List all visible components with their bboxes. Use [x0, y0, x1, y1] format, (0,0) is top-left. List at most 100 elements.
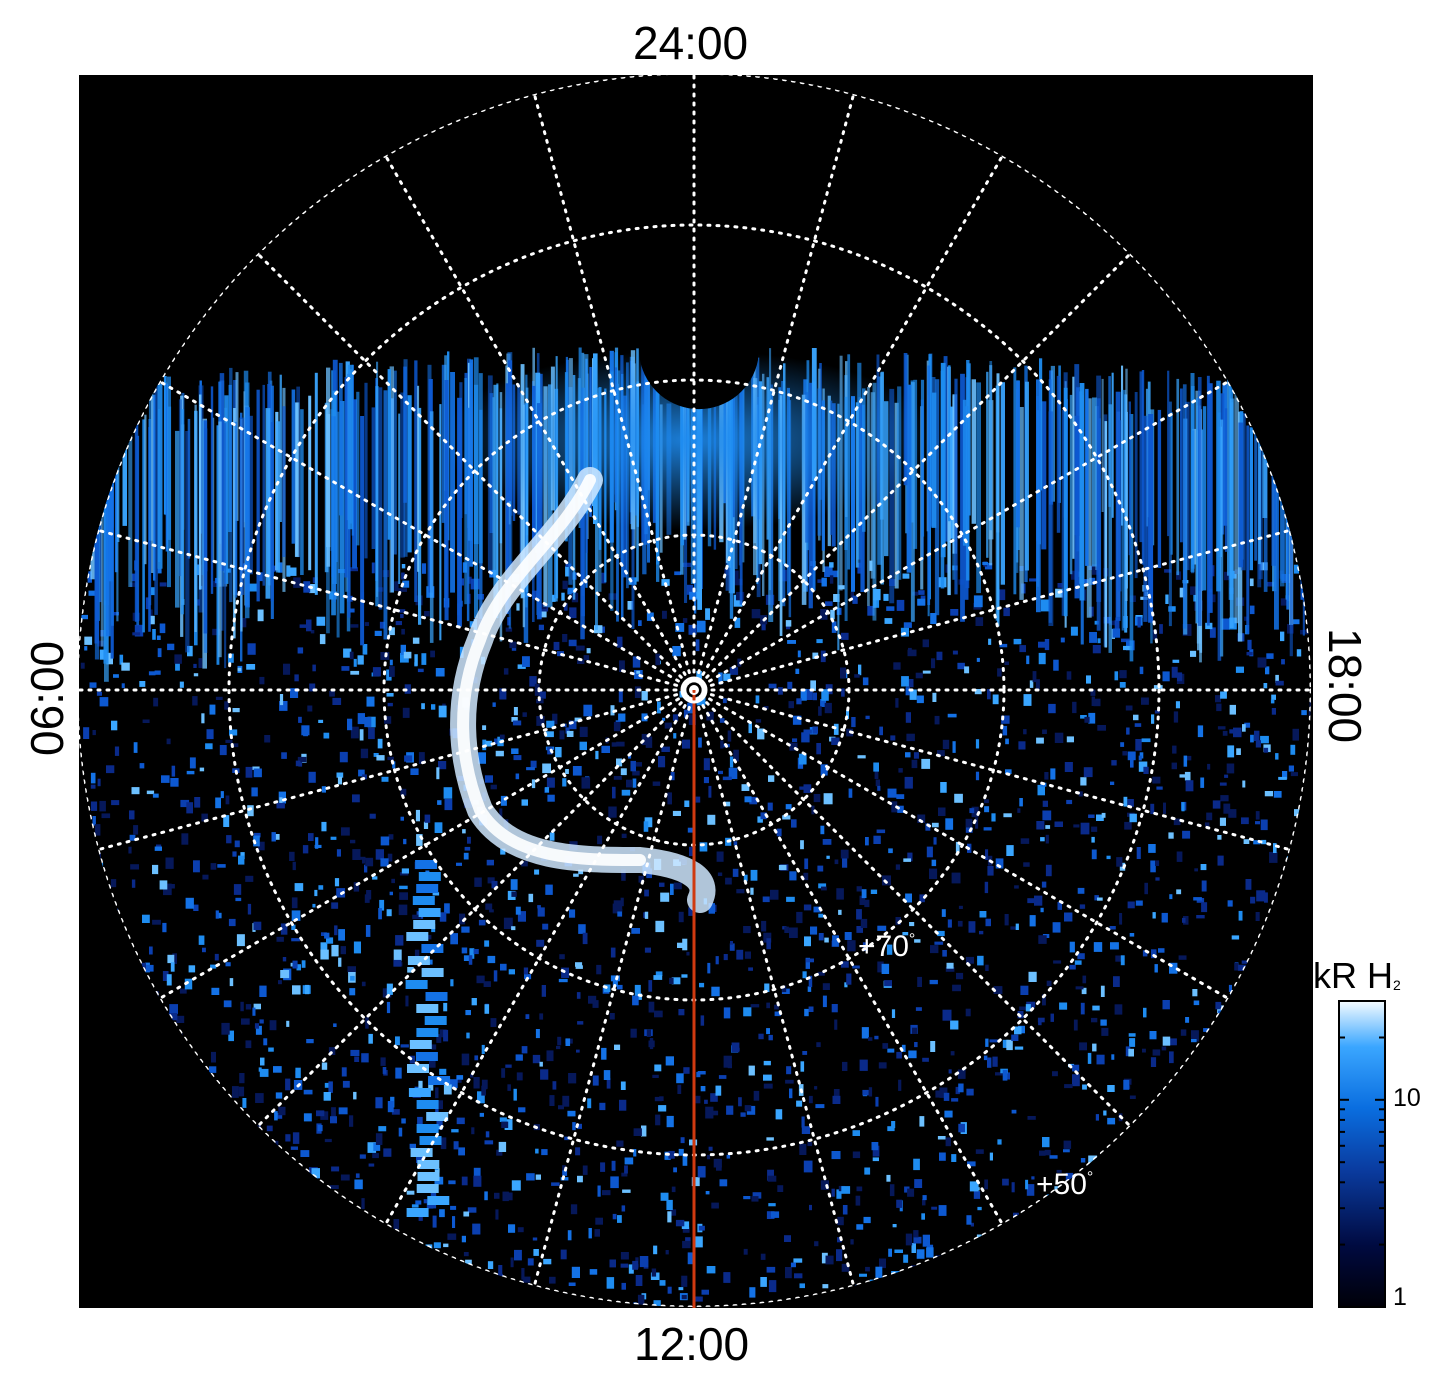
noise-speck — [226, 835, 232, 844]
noise-speck — [1111, 760, 1117, 766]
noise-speck — [1040, 837, 1045, 842]
noise-speck — [328, 1081, 333, 1093]
noise-speck — [787, 640, 796, 644]
noise-speck — [931, 658, 936, 669]
noise-speck — [487, 877, 495, 884]
noise-speck — [612, 979, 618, 987]
noise-speck — [1241, 960, 1250, 964]
emission-streak — [940, 370, 945, 589]
noise-speck — [760, 812, 767, 820]
noise-speck — [484, 1081, 488, 1090]
noise-speck — [711, 1110, 719, 1116]
noise-speck — [1070, 626, 1078, 636]
noise-speck — [506, 1192, 513, 1201]
noise-speck — [689, 591, 699, 600]
noise-speck — [350, 975, 355, 981]
noise-speck — [306, 1039, 314, 1044]
noise-speck — [711, 986, 720, 997]
emission-streak — [417, 385, 420, 572]
noise-speck — [877, 785, 881, 791]
noise-speck — [185, 897, 194, 909]
noise-speck — [1255, 811, 1260, 820]
noise-speck — [995, 1072, 1003, 1076]
noise-speck — [896, 794, 905, 799]
noise-speck — [726, 1154, 731, 1159]
noise-speck — [463, 1252, 469, 1257]
noise-speck — [387, 1101, 394, 1113]
noise-speck — [467, 836, 471, 844]
noise-speck — [1135, 739, 1142, 751]
noise-speck — [1094, 895, 1099, 901]
noise-speck — [708, 1146, 713, 1151]
noise-speck — [1179, 774, 1186, 778]
emission-streak — [1104, 421, 1108, 648]
noise-speck — [1220, 691, 1227, 699]
noise-speck — [825, 1255, 834, 1265]
noise-speck — [794, 1273, 803, 1279]
noise-speck — [1120, 742, 1125, 747]
noise-speck — [975, 617, 984, 626]
noise-speck — [1255, 740, 1261, 748]
noise-speck — [1089, 632, 1097, 643]
noise-speck — [1243, 839, 1250, 844]
noise-speck — [922, 1057, 929, 1062]
noise-speck — [975, 1149, 984, 1154]
noise-speck — [114, 746, 120, 756]
noise-speck — [641, 1125, 647, 1137]
noise-speck — [180, 799, 190, 808]
noise-speck — [409, 1143, 416, 1149]
noise-speck — [1082, 975, 1087, 984]
noise-speck — [1089, 577, 1096, 585]
emission-streak — [1190, 373, 1195, 572]
noise-speck — [1183, 755, 1188, 767]
noise-speck — [727, 730, 732, 742]
noise-speck — [306, 619, 312, 632]
noise-speck — [634, 984, 641, 997]
noise-speck — [950, 1020, 959, 1030]
noise-speck — [630, 760, 636, 772]
noise-speck — [386, 693, 394, 697]
noise-speck — [349, 651, 354, 660]
noise-speck — [755, 695, 760, 704]
noise-speck — [655, 920, 665, 933]
noise-speck — [812, 652, 819, 659]
noise-speck — [792, 715, 802, 725]
noise-speck — [1200, 777, 1205, 788]
noise-speck — [574, 717, 582, 722]
noise-speck — [670, 772, 675, 781]
noise-speck — [1221, 618, 1230, 630]
noise-speck — [131, 879, 136, 888]
noise-speck — [914, 939, 921, 943]
noise-speck — [468, 576, 472, 584]
noise-speck — [619, 660, 625, 672]
noise-speck — [278, 1106, 286, 1116]
noise-speck — [706, 1266, 716, 1274]
noise-speck — [1215, 1001, 1222, 1010]
noise-speck — [181, 833, 189, 845]
meridian-line — [692, 154, 1004, 692]
noise-speck — [985, 849, 989, 860]
noise-speck — [487, 955, 496, 964]
noise-speck — [228, 918, 236, 927]
noise-speck — [703, 777, 709, 784]
emission-streak — [406, 1208, 429, 1217]
noise-speck — [750, 887, 754, 895]
noise-speck — [1107, 1117, 1116, 1125]
noise-speck — [934, 941, 944, 945]
noise-speck — [1269, 851, 1278, 863]
noise-speck — [546, 777, 555, 788]
noise-speck — [365, 1017, 369, 1029]
noise-speck — [1206, 812, 1213, 821]
noise-speck — [841, 1263, 850, 1272]
noise-speck — [1023, 862, 1030, 867]
noise-speck — [450, 1205, 457, 1210]
noise-speck — [610, 947, 616, 958]
noise-speck — [763, 1083, 773, 1089]
noise-speck — [352, 794, 360, 803]
noise-speck — [1154, 964, 1158, 973]
noise-speck — [1217, 726, 1226, 730]
noise-speck — [560, 1249, 567, 1260]
noise-speck — [537, 905, 541, 909]
noise-speck — [224, 701, 229, 710]
noise-speck — [1080, 822, 1090, 835]
